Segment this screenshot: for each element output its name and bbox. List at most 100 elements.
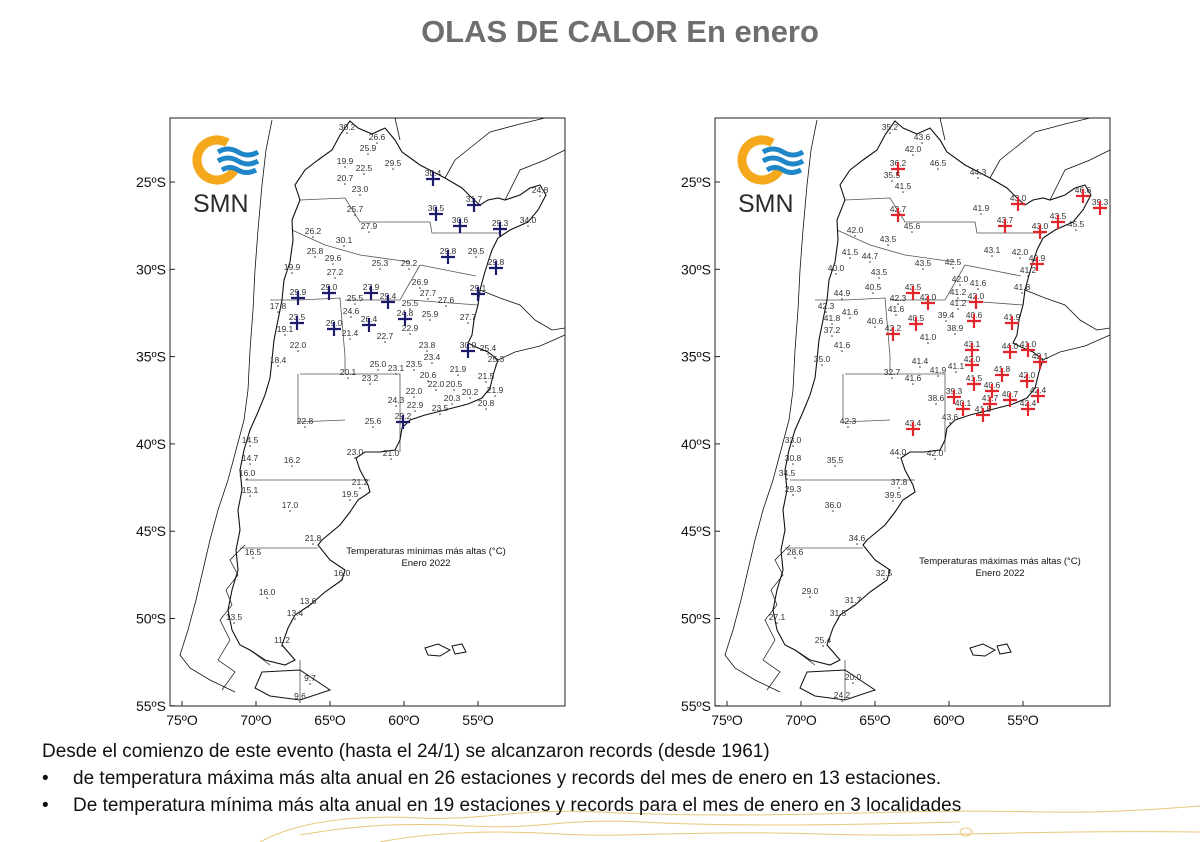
record-cross-marker xyxy=(1020,374,1034,388)
map-caption-title: Temperaturas máximas más altas (°C) xyxy=(919,556,1081,567)
station-dot xyxy=(332,263,334,265)
station-dot xyxy=(854,235,856,237)
station-value: 22.7 xyxy=(377,331,394,341)
station-dot xyxy=(409,333,411,335)
lon-tick-label: 55ºO xyxy=(1007,712,1039,728)
station-dot xyxy=(878,277,880,279)
station-dot xyxy=(341,578,343,580)
station-value: 25.9 xyxy=(422,309,439,319)
station-dot xyxy=(429,319,431,321)
record-cross-marker xyxy=(906,286,920,300)
record-cross-marker xyxy=(1076,189,1090,203)
lon-tick-label: 70ºO xyxy=(785,712,817,728)
station-value: 36.0 xyxy=(825,500,842,510)
station-value: 25.4 xyxy=(480,343,497,353)
station-value: 32.7 xyxy=(884,367,901,377)
record-cross-marker xyxy=(1021,402,1035,416)
record-cross-marker xyxy=(1003,345,1017,359)
station-labels: 30.226.625.919.922.520.723.029.530.430.5… xyxy=(226,122,549,703)
station-value: 41.9 xyxy=(973,203,990,213)
station-dot xyxy=(912,383,914,385)
station-dot xyxy=(469,397,471,399)
lat-tick-label: 55ºS xyxy=(681,698,711,714)
station-labels: 35.243.642.036.235.546.541.544.343.041.9… xyxy=(769,122,1109,702)
station-dot xyxy=(376,142,378,144)
record-cross-marker xyxy=(965,358,979,372)
station-dot xyxy=(395,373,397,375)
station-value: 22.0 xyxy=(428,379,445,389)
station-dot xyxy=(898,487,900,489)
station-value: 20.5 xyxy=(446,379,463,389)
summary-bullet-max: de temperatura máxima más alta anual en … xyxy=(42,765,961,792)
station-value: 27.1 xyxy=(769,612,786,622)
station-value: 41.1 xyxy=(948,361,965,371)
station-value: 44.7 xyxy=(862,251,879,261)
station-dot xyxy=(902,191,904,193)
station-value: 20.1 xyxy=(340,367,357,377)
station-value: 40.6 xyxy=(867,316,884,326)
station-dot xyxy=(346,132,348,134)
station-dot xyxy=(354,214,356,216)
station-value: 25.6 xyxy=(365,416,382,426)
station-dot xyxy=(384,341,386,343)
lon-tick-label: 60ºO xyxy=(933,712,965,728)
station-dot xyxy=(309,683,311,685)
station-dot xyxy=(949,422,951,424)
station-value: 30.1 xyxy=(336,235,353,245)
station-dot xyxy=(307,606,309,608)
station-dot xyxy=(359,194,361,196)
station-value: 28.6 xyxy=(787,547,804,557)
station-dot xyxy=(527,225,529,227)
record-cross-marker xyxy=(921,296,935,310)
lon-tick-label: 60ºO xyxy=(388,712,420,728)
station-dot xyxy=(457,374,459,376)
station-value: 19.9 xyxy=(284,262,301,272)
station-dot xyxy=(837,618,839,620)
station-dot xyxy=(952,267,954,269)
smn-logo: SMN xyxy=(737,135,805,218)
station-dot xyxy=(266,597,268,599)
station-value: 20.0 xyxy=(845,672,862,682)
logo-text: SMN xyxy=(738,190,794,218)
record-cross-marker xyxy=(967,314,981,328)
station-value: 43.5 xyxy=(915,258,932,268)
station-value: 17.0 xyxy=(282,500,299,510)
record-cross-marker xyxy=(906,422,920,436)
record-cross-marker xyxy=(983,397,997,411)
station-dot xyxy=(252,557,254,559)
station-dot xyxy=(475,256,477,258)
station-dot xyxy=(299,701,301,703)
lat-tick-label: 40ºS xyxy=(681,436,711,452)
station-dot xyxy=(891,377,893,379)
station-dot xyxy=(426,350,428,352)
record-cross-marker xyxy=(362,318,376,332)
record-cross-marker xyxy=(995,368,1009,382)
station-value: 27.9 xyxy=(361,221,378,231)
record-cross-marker xyxy=(1031,389,1045,403)
station-value: 41.4 xyxy=(912,356,929,366)
station-value: 23.5 xyxy=(432,403,449,413)
station-value: 24.2 xyxy=(834,690,851,700)
station-value: 35.5 xyxy=(827,455,844,465)
station-dot xyxy=(291,272,293,274)
station-value: 42.0 xyxy=(905,144,922,154)
station-dot xyxy=(343,245,345,247)
station-dot xyxy=(277,311,279,313)
station-value: 14.5 xyxy=(242,435,259,445)
station-value: 29.0 xyxy=(802,586,819,596)
station-value: 38.6 xyxy=(928,393,945,403)
station-value: 34.5 xyxy=(779,468,796,478)
station-dot xyxy=(435,389,437,391)
record-cross-marker xyxy=(493,222,507,236)
station-value: 42.3 xyxy=(890,293,907,303)
lon-tick-label: 75ºO xyxy=(166,712,198,728)
record-cross-marker xyxy=(461,344,475,358)
station-dot xyxy=(959,284,961,286)
map-caption-title: Temperaturas mínimas más altas (°C) xyxy=(346,546,506,557)
station-dot xyxy=(869,261,871,263)
station-dot xyxy=(372,426,374,428)
station-dot xyxy=(377,369,379,371)
station-value: 29.5 xyxy=(468,246,485,256)
record-cross-marker xyxy=(327,322,341,336)
station-dot xyxy=(1027,275,1029,277)
